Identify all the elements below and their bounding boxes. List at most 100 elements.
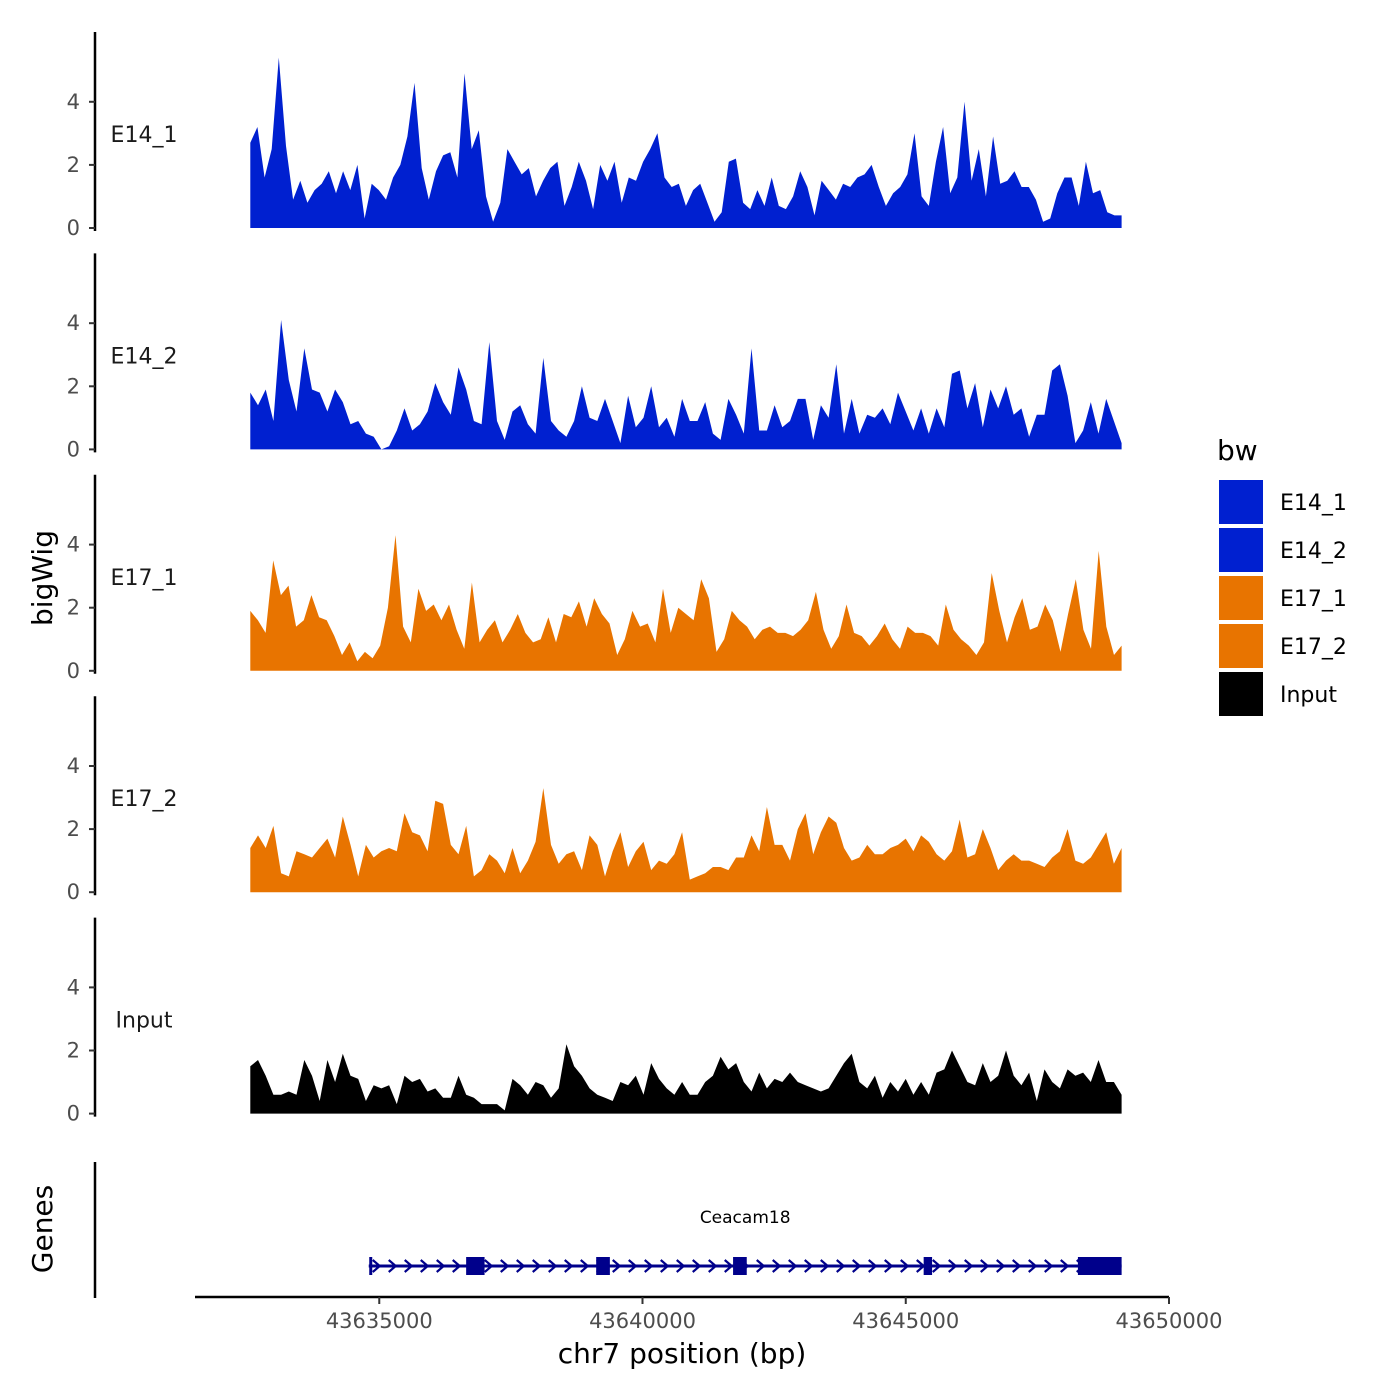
y-tick-label: 0	[67, 659, 80, 683]
legend-item-e14-1: E14_1	[1219, 480, 1347, 524]
strand-arrow	[724, 1259, 734, 1273]
x-tick-label: 43640000	[589, 1309, 696, 1333]
strand-arrow	[884, 1259, 894, 1273]
legend-item-e17-1: E17_1	[1219, 576, 1347, 620]
legend: bw E14_1 E14_2 E17_1 E17_2 Input	[1217, 434, 1347, 716]
strand-arrow	[820, 1259, 830, 1273]
legend-item-e17-2: E17_2	[1219, 624, 1347, 668]
strand-arrow	[1044, 1259, 1054, 1273]
x-tick-label: 43635000	[326, 1309, 433, 1333]
track-label: E17_1	[111, 566, 178, 591]
strand-arrow	[628, 1259, 638, 1273]
track-e14-2: 0 2 4 E14_2	[67, 253, 1122, 461]
strand-arrow	[372, 1259, 382, 1273]
legend-label: E14_1	[1280, 491, 1347, 516]
x-ticks: 43635000 43640000 43645000 43650000	[326, 1297, 1223, 1333]
y-tick-label: 0	[67, 216, 80, 240]
y-tick-label: 0	[67, 437, 80, 461]
x-axis-title: chr7 position (bp)	[558, 1337, 807, 1370]
strand-arrow	[852, 1259, 862, 1273]
area-e17-2	[250, 788, 1122, 893]
strand-arrow	[1060, 1259, 1070, 1273]
strand-arrow	[948, 1259, 958, 1273]
strand-arrow	[1012, 1259, 1022, 1273]
y-axis-title: bigWig	[26, 530, 59, 626]
strand-arrow	[484, 1259, 494, 1273]
legend-swatch	[1219, 480, 1263, 524]
exon	[733, 1257, 747, 1275]
strand-arrow	[516, 1259, 526, 1273]
y-tick-label: 2	[67, 817, 80, 841]
strand-arrow	[788, 1259, 798, 1273]
strand-arrow	[500, 1259, 510, 1273]
track-label: E14_1	[111, 123, 178, 148]
signal-tracks: 0 2 4 E14_1 0 2 4 E14_2 0 2 4 E17_1 0 2 4 E17_2 0 2 4 Input	[67, 32, 1122, 1126]
legend-item-input: Input	[1219, 672, 1337, 716]
strand-arrow	[420, 1259, 430, 1273]
legend-label: E17_2	[1280, 635, 1347, 660]
exon	[923, 1257, 933, 1275]
area-e14-2	[250, 320, 1122, 450]
strand-arrow	[836, 1259, 846, 1273]
strand-arrow	[452, 1259, 462, 1273]
track-input: 0 2 4 Input	[67, 917, 1122, 1126]
y-tick-label: 4	[67, 311, 80, 335]
strand-arrow	[996, 1259, 1006, 1273]
y-tick-label: 2	[67, 596, 80, 620]
strand-arrow	[436, 1259, 446, 1273]
track-e14-1: 0 2 4 E14_1	[67, 32, 1122, 240]
legend-items: E14_1 E14_2 E17_1 E17_2 Input	[1219, 480, 1347, 716]
y-tick-label: 2	[67, 374, 80, 398]
gene-ceacam18: Ceacam18	[368, 1208, 1122, 1275]
exon	[1077, 1257, 1122, 1275]
strand-arrow	[964, 1259, 974, 1273]
strand-arrow	[548, 1259, 558, 1273]
strand-arrow	[644, 1259, 654, 1273]
exon	[466, 1257, 485, 1275]
strand-arrow	[580, 1259, 590, 1273]
y-tick-label: 4	[67, 533, 80, 557]
strand-arrow	[772, 1259, 782, 1273]
strand-arrow	[932, 1259, 942, 1273]
track-e17-2: 0 2 4 E17_2	[67, 696, 1122, 904]
area-e14-1	[250, 57, 1122, 228]
legend-swatch	[1219, 528, 1263, 572]
y-tick-label: 4	[67, 754, 80, 778]
strand-arrow	[868, 1259, 878, 1273]
y-tick-label: 2	[67, 1038, 80, 1062]
strand-arrow	[564, 1259, 574, 1273]
strand-arrow	[804, 1259, 814, 1273]
strand-arrow	[388, 1259, 398, 1273]
track-label: E17_2	[111, 787, 178, 812]
strand-arrow	[1028, 1259, 1038, 1273]
x-tick-label: 43650000	[1116, 1309, 1223, 1333]
x-tick-label: 43645000	[852, 1309, 959, 1333]
strand-arrow	[900, 1259, 910, 1273]
legend-item-e14-2: E14_2	[1219, 528, 1347, 572]
legend-swatch	[1219, 672, 1263, 716]
track-e17-1: 0 2 4 E17_1	[67, 474, 1122, 683]
x-axis: 43635000 43640000 43645000 43650000 chr7 po…	[195, 1295, 1223, 1370]
strand-arrow	[708, 1259, 718, 1273]
y-tick-label: 4	[67, 975, 80, 999]
legend-swatch	[1219, 576, 1263, 620]
y-tick-label: 0	[67, 880, 80, 904]
legend-title: bw	[1217, 434, 1258, 467]
exon	[596, 1257, 610, 1275]
y-tick-label: 2	[67, 153, 80, 177]
legend-swatch	[1219, 624, 1263, 668]
strand-arrow	[756, 1259, 766, 1273]
legend-label: Input	[1280, 683, 1337, 708]
strand-arrow	[692, 1259, 702, 1273]
area-input	[250, 1044, 1122, 1114]
strand-arrow	[404, 1259, 414, 1273]
strand-arrow	[612, 1259, 622, 1273]
strand-arrow	[980, 1259, 990, 1273]
strand-arrow	[532, 1259, 542, 1273]
legend-label: E17_1	[1280, 587, 1347, 612]
genes-panel: Genes Ceacam18	[26, 1162, 1122, 1298]
area-e17-1	[250, 535, 1122, 671]
y-tick-label: 0	[67, 1102, 80, 1126]
track-label: E14_2	[111, 344, 178, 369]
strand-arrow	[660, 1259, 670, 1273]
